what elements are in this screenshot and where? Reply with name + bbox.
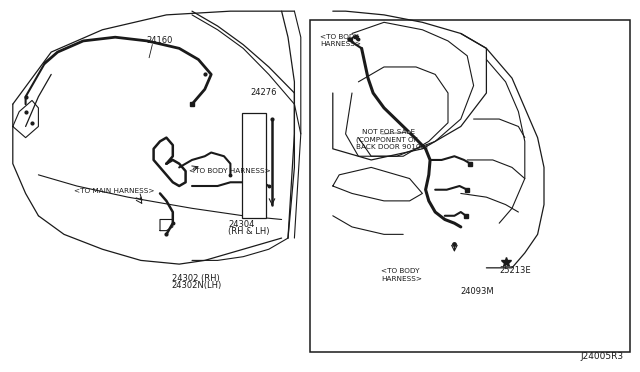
- Bar: [242, 113, 266, 218]
- Text: <TO MAIN HARNESS>: <TO MAIN HARNESS>: [74, 189, 154, 195]
- Text: J24005R3: J24005R3: [581, 352, 624, 361]
- Text: 24302N(LH): 24302N(LH): [172, 281, 222, 290]
- Text: HARNESS>: HARNESS>: [320, 42, 361, 48]
- Text: (COMPONENT OF: (COMPONENT OF: [356, 137, 418, 143]
- Text: 24302 (RH): 24302 (RH): [172, 274, 220, 283]
- Text: NOT FOR SALE: NOT FOR SALE: [362, 129, 415, 135]
- Text: 24093M: 24093M: [461, 287, 495, 296]
- Text: HARNESS>: HARNESS>: [381, 276, 422, 282]
- Text: 25213E: 25213E: [499, 266, 531, 275]
- Text: 24160: 24160: [146, 36, 172, 45]
- Text: BACK DOOR 90100): BACK DOOR 90100): [356, 144, 428, 150]
- Text: <TO BODY: <TO BODY: [320, 34, 358, 40]
- Text: 24304: 24304: [228, 220, 255, 229]
- Text: <TO BODY HARNESS>: <TO BODY HARNESS>: [189, 168, 271, 174]
- Bar: [310, 20, 630, 352]
- Text: 24276: 24276: [251, 88, 277, 97]
- Text: (RH & LH): (RH & LH): [228, 227, 270, 236]
- Text: <TO BODY: <TO BODY: [381, 269, 419, 275]
